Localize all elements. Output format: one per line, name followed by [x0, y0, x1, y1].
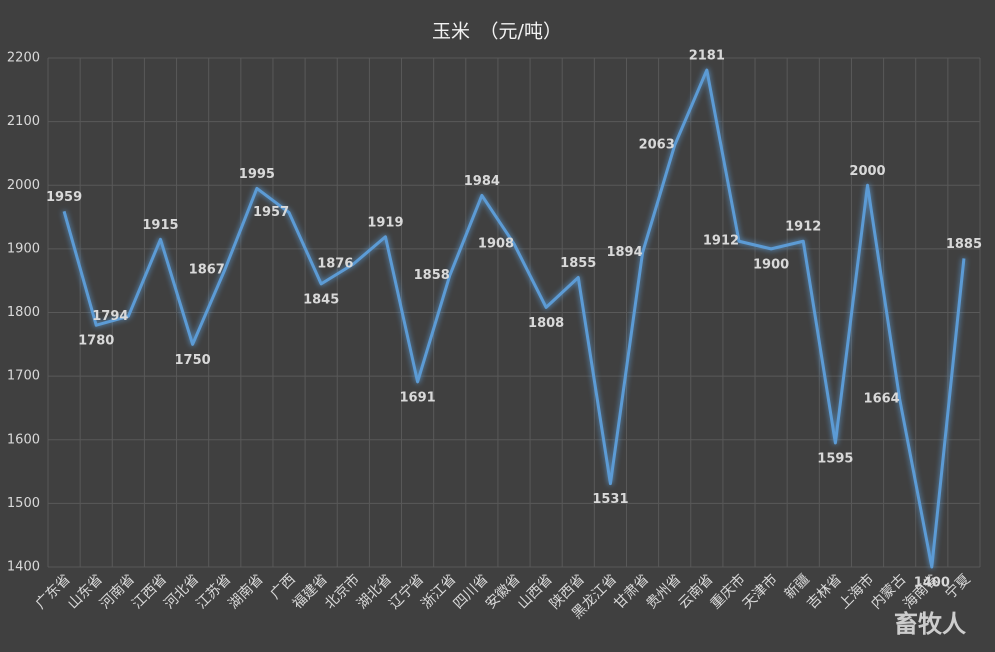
- chart-title: 玉米 （元/吨）: [432, 21, 562, 43]
- y-tick-label: 1500: [7, 496, 40, 511]
- data-label: 1845: [303, 292, 339, 307]
- data-label: 1595: [817, 451, 853, 466]
- y-tick-label: 1400: [7, 560, 40, 575]
- data-label: 1919: [367, 215, 403, 230]
- data-label: 1808: [528, 316, 564, 331]
- y-tick-label: 2200: [7, 51, 40, 66]
- data-label: 1959: [46, 190, 82, 205]
- y-tick-label: 2000: [7, 178, 40, 193]
- data-label: 1750: [175, 353, 211, 368]
- data-label: 2000: [849, 164, 885, 179]
- y-tick-label: 1900: [7, 241, 40, 256]
- data-label: 1855: [560, 256, 596, 271]
- data-label: 2063: [639, 138, 675, 153]
- data-label: 1908: [478, 236, 514, 251]
- data-label: 1876: [317, 257, 353, 272]
- data-label: 1957: [253, 205, 289, 220]
- y-tick-label: 1800: [7, 305, 40, 320]
- data-label: 1400: [914, 576, 950, 591]
- data-label: 1995: [239, 167, 275, 182]
- data-label: 1867: [189, 262, 225, 277]
- y-tick-label: 1700: [7, 369, 40, 384]
- data-label: 1531: [592, 492, 628, 507]
- line: [62, 68, 966, 569]
- watermark: 畜牧人: [894, 610, 966, 638]
- data-label: 1885: [946, 237, 982, 252]
- data-label: 1894: [606, 245, 642, 260]
- data-label: 1915: [142, 218, 178, 233]
- data-label: 1984: [464, 174, 500, 189]
- data-label: 1912: [703, 234, 739, 249]
- data-label: 1912: [785, 220, 821, 235]
- data-label: 1780: [78, 334, 114, 349]
- y-tick-label: 2100: [7, 114, 40, 129]
- data-label: 1794: [92, 309, 128, 324]
- data-label: 1858: [414, 268, 450, 283]
- data-label: 1691: [399, 390, 435, 405]
- data-label: 1900: [753, 257, 789, 272]
- y-tick-label: 1600: [7, 432, 40, 447]
- data-label: 2181: [689, 49, 725, 64]
- data-label: 1664: [864, 392, 900, 407]
